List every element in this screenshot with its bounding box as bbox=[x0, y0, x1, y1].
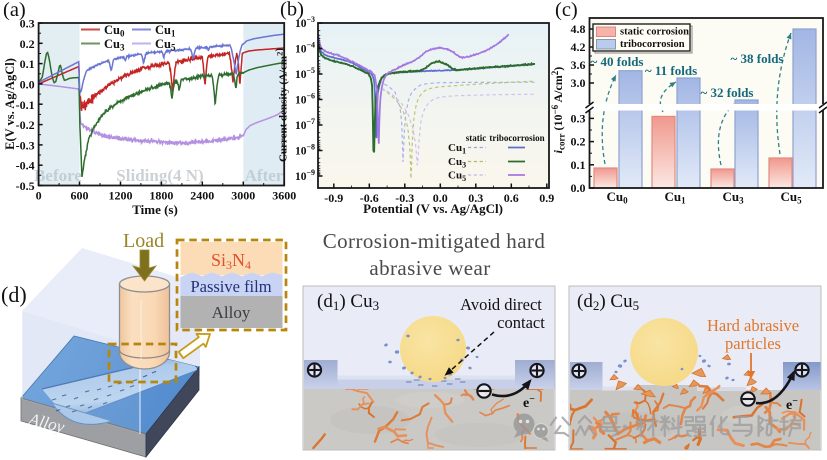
svg-text:0.3: 0.3 bbox=[468, 191, 483, 205]
svg-text:Avoid direct: Avoid direct bbox=[460, 295, 542, 314]
svg-text:10−6: 10−6 bbox=[295, 92, 315, 107]
svg-text:Cu1: Cu1 bbox=[664, 189, 686, 206]
svg-text:10−5: 10−5 bbox=[295, 66, 315, 81]
svg-text:static corrosion: static corrosion bbox=[620, 27, 689, 38]
svg-text:~ 38 folds: ~ 38 folds bbox=[731, 51, 784, 66]
svg-text:~ 40 folds: ~ 40 folds bbox=[591, 54, 644, 69]
svg-text:3000: 3000 bbox=[231, 189, 255, 203]
svg-text:contact: contact bbox=[497, 313, 545, 332]
svg-text:0: 0 bbox=[36, 189, 42, 203]
svg-text:~ 11 folds: ~ 11 folds bbox=[645, 63, 697, 78]
svg-text:0.2: 0.2 bbox=[20, 37, 35, 51]
svg-text:600: 600 bbox=[71, 189, 89, 203]
svg-text:Hard abrasive: Hard abrasive bbox=[707, 316, 799, 335]
svg-text:Cu3: Cu3 bbox=[722, 189, 744, 206]
svg-text:-0.3: -0.3 bbox=[16, 138, 35, 152]
svg-text:Cu5: Cu5 bbox=[448, 170, 466, 184]
svg-text:Si3N4: Si3N4 bbox=[211, 250, 251, 272]
svg-text:After: After bbox=[245, 166, 284, 185]
svg-text:(a): (a) bbox=[3, 0, 26, 21]
svg-text:1200: 1200 bbox=[109, 189, 133, 203]
svg-text:Cu0: Cu0 bbox=[606, 189, 628, 206]
svg-text:0.1: 0.1 bbox=[571, 158, 586, 172]
svg-text:Before: Before bbox=[34, 166, 82, 185]
svg-text:Cu3: Cu3 bbox=[448, 156, 466, 170]
svg-text:0.3: 0.3 bbox=[20, 17, 35, 31]
svg-text:tribocorrosion: tribocorrosion bbox=[489, 133, 544, 143]
svg-text:-0.6: -0.6 bbox=[360, 191, 379, 205]
svg-text:Corrosion-mitigated hard: Corrosion-mitigated hard bbox=[323, 229, 546, 253]
svg-text:(d): (d) bbox=[1, 282, 27, 307]
svg-text:Potential (V vs. Ag/AgCl): Potential (V vs. Ag/AgCl) bbox=[363, 201, 503, 216]
svg-text:-0.5: -0.5 bbox=[16, 179, 35, 193]
svg-text:Current density (A/cm2): Current density (A/cm2) bbox=[274, 48, 290, 162]
svg-text:abrasive wear: abrasive wear bbox=[369, 256, 490, 280]
svg-text:E(V vs. Ag/AgCl): E(V vs. Ag/AgCl) bbox=[3, 58, 17, 150]
svg-text:0.3: 0.3 bbox=[571, 111, 586, 125]
svg-text:4.2: 4.2 bbox=[571, 40, 586, 54]
svg-text:-0.1: -0.1 bbox=[16, 98, 35, 112]
svg-text:3.0: 3.0 bbox=[571, 76, 586, 90]
svg-text:10−4: 10−4 bbox=[295, 41, 315, 56]
svg-text:(d2) Cu5: (d2) Cu5 bbox=[577, 291, 639, 313]
svg-text:0.6: 0.6 bbox=[504, 191, 519, 205]
svg-text:static: static bbox=[466, 133, 487, 143]
svg-text:Time (s): Time (s) bbox=[132, 202, 178, 217]
svg-text:0.0: 0.0 bbox=[20, 77, 35, 91]
svg-text:0.2: 0.2 bbox=[571, 135, 586, 149]
svg-text:3600: 3600 bbox=[272, 189, 296, 203]
svg-text:Alloy: Alloy bbox=[212, 303, 251, 322]
svg-text:0.0: 0.0 bbox=[433, 191, 448, 205]
svg-text:4.8: 4.8 bbox=[571, 22, 586, 36]
svg-text:(d1) Cu3: (d1) Cu3 bbox=[317, 291, 379, 313]
svg-text:Cu0: Cu0 bbox=[104, 23, 125, 39]
svg-text:Cu1: Cu1 bbox=[155, 23, 176, 39]
svg-text:0.0: 0.0 bbox=[571, 181, 586, 195]
svg-text:(c): (c) bbox=[555, 0, 578, 21]
svg-text:~ 32 folds: ~ 32 folds bbox=[701, 85, 754, 100]
svg-text:Cu5: Cu5 bbox=[780, 189, 802, 206]
svg-text:(b): (b) bbox=[280, 0, 304, 21]
svg-text:icorr (10−6 A/cm2): icorr (10−6 A/cm2) bbox=[550, 67, 567, 154]
svg-text:Passive film: Passive film bbox=[190, 277, 271, 296]
svg-text:-0.9: -0.9 bbox=[324, 191, 343, 205]
svg-text:particles: particles bbox=[725, 334, 781, 353]
svg-text:1800: 1800 bbox=[149, 189, 173, 203]
svg-text:3.6: 3.6 bbox=[571, 58, 586, 72]
svg-text:Cu5: Cu5 bbox=[155, 37, 176, 53]
svg-text:Load: Load bbox=[123, 230, 164, 252]
svg-text:Sliding(4 N): Sliding(4 N) bbox=[116, 166, 203, 185]
svg-text:0.9: 0.9 bbox=[539, 191, 554, 205]
svg-text:-0.2: -0.2 bbox=[16, 118, 35, 132]
svg-text:-0.4: -0.4 bbox=[16, 159, 35, 173]
svg-text:10−8: 10−8 bbox=[295, 143, 315, 158]
svg-text:Cu3: Cu3 bbox=[104, 37, 125, 53]
svg-text:10−7: 10−7 bbox=[295, 117, 315, 132]
svg-text:10−9: 10−9 bbox=[295, 168, 315, 183]
svg-text:-0.3: -0.3 bbox=[395, 191, 414, 205]
svg-text:tribocorrosion: tribocorrosion bbox=[620, 39, 685, 50]
svg-text:Cu1: Cu1 bbox=[448, 142, 466, 156]
svg-text:2400: 2400 bbox=[190, 189, 214, 203]
svg-text:0.1: 0.1 bbox=[20, 57, 35, 71]
